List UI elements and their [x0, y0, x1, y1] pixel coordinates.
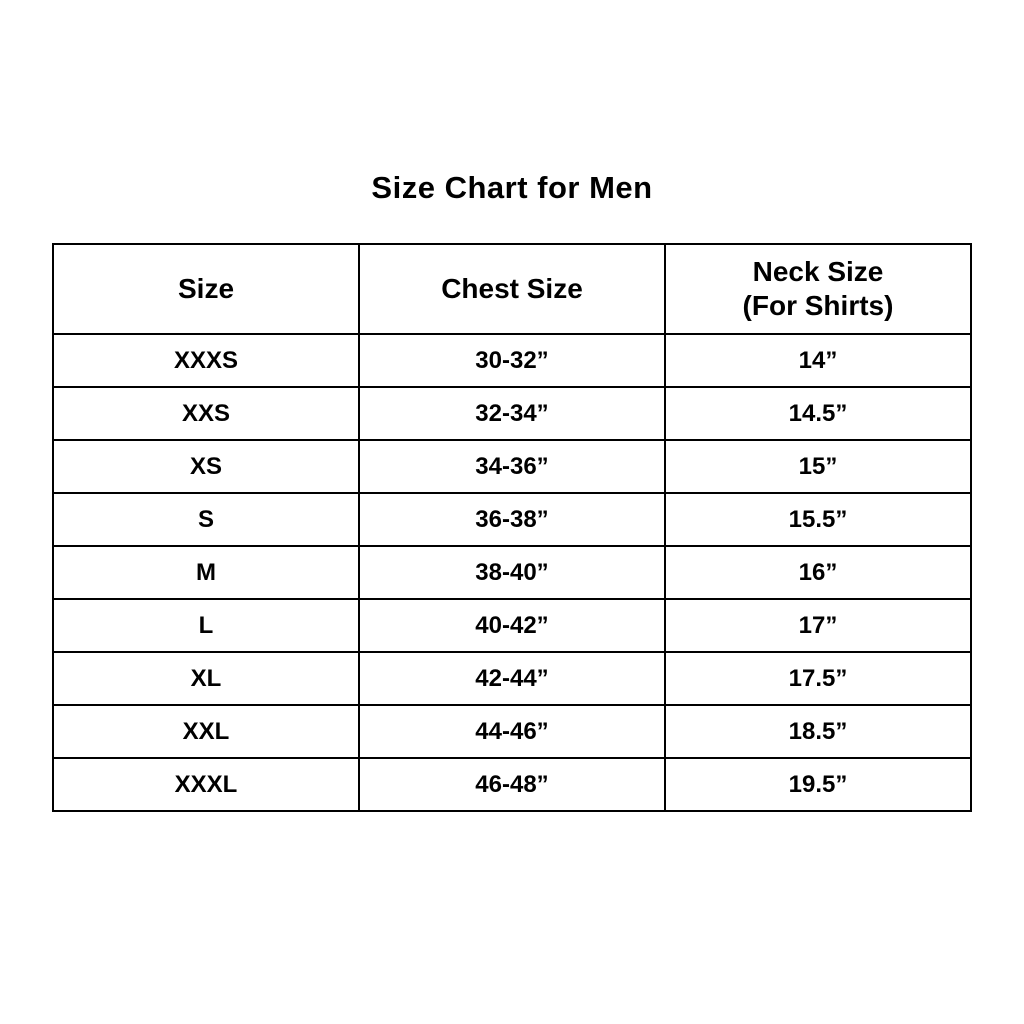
table-row: L 40-42” 17” [52, 598, 972, 653]
header-neck-size: Neck Size (For Shirts) [664, 243, 972, 335]
cell-chest: 42-44” [358, 651, 666, 706]
cell-chest: 44-46” [358, 704, 666, 759]
header-size: Size [52, 243, 360, 335]
cell-size: XXS [52, 386, 360, 441]
page-title: Size Chart for Men [371, 170, 653, 205]
table-row: S 36-38” 15.5” [52, 492, 972, 547]
cell-chest: 46-48” [358, 757, 666, 812]
cell-neck: 17” [664, 598, 972, 653]
cell-neck: 18.5” [664, 704, 972, 759]
cell-chest: 30-32” [358, 333, 666, 388]
cell-size: M [52, 545, 360, 600]
cell-neck: 15.5” [664, 492, 972, 547]
cell-size: L [52, 598, 360, 653]
cell-neck: 15” [664, 439, 972, 494]
table-row: XS 34-36” 15” [52, 439, 972, 494]
cell-chest: 32-34” [358, 386, 666, 441]
header-neck-size-sublabel: (For Shirts) [742, 290, 894, 321]
header-chest-size-label: Chest Size [441, 273, 583, 305]
size-chart-table: Size Chest Size Neck Size (For Shirts) X… [52, 243, 972, 812]
cell-chest: 36-38” [358, 492, 666, 547]
cell-neck: 16” [664, 545, 972, 600]
cell-size: S [52, 492, 360, 547]
cell-neck: 17.5” [664, 651, 972, 706]
header-size-label: Size [177, 273, 235, 305]
table-row: XXXL 46-48” 19.5” [52, 757, 972, 812]
cell-size: XXXS [52, 333, 360, 388]
cell-chest: 34-36” [358, 439, 666, 494]
cell-size: XS [52, 439, 360, 494]
table-header: Size Chest Size Neck Size (For Shirts) [52, 243, 972, 335]
cell-size: XXL [52, 704, 360, 759]
table-row: XXL 44-46” 18.5” [52, 704, 972, 759]
cell-chest: 40-42” [358, 598, 666, 653]
table-row: M 38-40” 16” [52, 545, 972, 600]
table-row: XXXS 30-32” 14” [52, 333, 972, 388]
cell-neck: 14” [664, 333, 972, 388]
table-row: XXS 32-34” 14.5” [52, 386, 972, 441]
header-neck-size-label: Neck Size [752, 256, 884, 288]
table-body: XXXS 30-32” 14” XXS 32-34” 14.5” XS 34-3… [52, 333, 972, 812]
cell-size: XXXL [52, 757, 360, 812]
header-row: Size Chest Size Neck Size (For Shirts) [52, 243, 972, 335]
cell-size: XL [52, 651, 360, 706]
table-row: XL 42-44” 17.5” [52, 651, 972, 706]
cell-neck: 14.5” [664, 386, 972, 441]
cell-neck: 19.5” [664, 757, 972, 812]
header-chest-size: Chest Size [358, 243, 666, 335]
cell-chest: 38-40” [358, 545, 666, 600]
